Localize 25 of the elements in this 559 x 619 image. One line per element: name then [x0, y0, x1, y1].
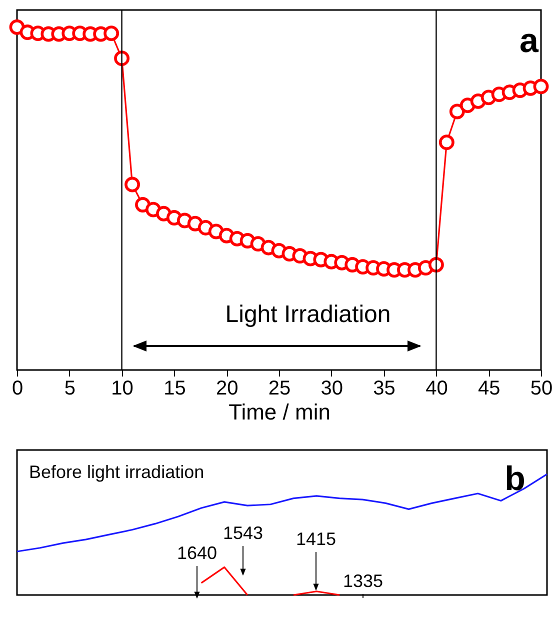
x-tick-label: 35	[373, 378, 396, 400]
x-tick-label: 25	[268, 378, 291, 400]
x-tick-label: 15	[164, 378, 186, 400]
annotation: 1335	[342, 571, 384, 591]
point	[533, 78, 549, 94]
x-tick-label: 45	[478, 378, 500, 400]
x-tick-label: 5	[64, 378, 76, 400]
point	[124, 176, 140, 192]
annotation: a	[520, 22, 540, 60]
x-tick-label: 20	[216, 378, 238, 400]
x-tick-label: 40	[426, 378, 448, 400]
x-tick-label: 50	[530, 378, 553, 400]
x-axis-title: Time / min	[228, 400, 330, 424]
x-tick-label: 0	[12, 378, 24, 400]
point	[104, 26, 120, 42]
x-tick-label: 30	[320, 378, 344, 400]
annotation: Before light irradiation	[29, 462, 204, 482]
annotation: 1415	[296, 529, 336, 549]
annotation: b	[504, 460, 526, 498]
point	[438, 134, 454, 150]
x-tick-label: 10	[111, 378, 134, 400]
annotation: Light Irradiation	[225, 301, 391, 328]
point	[449, 104, 465, 120]
annotation: 1543	[222, 523, 264, 543]
annotation: 1640	[176, 543, 218, 563]
